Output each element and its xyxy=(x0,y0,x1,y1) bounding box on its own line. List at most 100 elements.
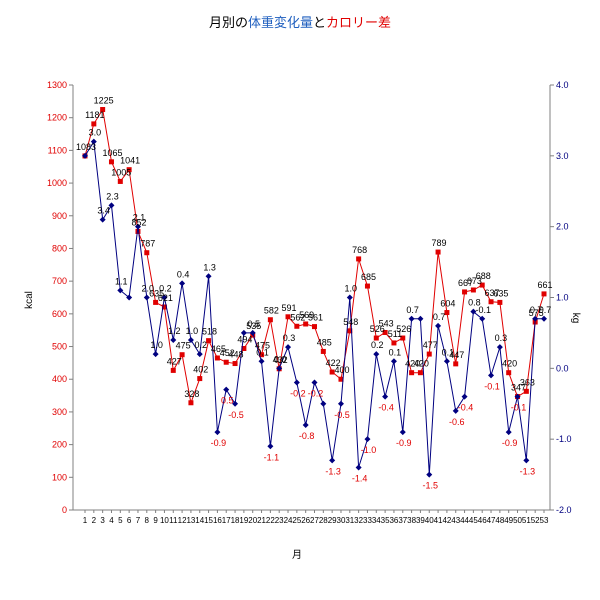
series-1-data-label: -0.4 xyxy=(458,403,474,413)
x-tick-label: 36 xyxy=(389,516,398,525)
x-tick-label: 37 xyxy=(398,516,407,525)
series-1-data-label: -1.3 xyxy=(325,466,341,476)
series-0-data-label: 575 xyxy=(529,308,544,318)
series-0-data-label: 347 xyxy=(511,383,526,393)
series-1-point xyxy=(364,436,371,443)
y-left-tick-label: 1000 xyxy=(47,178,67,188)
x-tick-label: 34 xyxy=(372,516,381,525)
series-0-point xyxy=(391,340,397,346)
series-1-point xyxy=(285,344,292,351)
series-0-point xyxy=(153,299,159,305)
x-tick-label: 10 xyxy=(160,516,169,525)
series-0-data-label: 475 xyxy=(176,341,191,351)
series-0-point xyxy=(170,367,176,373)
chart-title-part-0: 月別の xyxy=(209,15,248,30)
series-0-point xyxy=(161,304,167,310)
series-1-point xyxy=(143,294,150,301)
series-1-data-label: 1.0 xyxy=(150,340,163,350)
series-0-point xyxy=(479,282,485,288)
series-1-data-label: -1.3 xyxy=(520,466,536,476)
y-left-tick-label: 0 xyxy=(62,505,67,515)
series-0-data-label: 685 xyxy=(361,272,376,282)
series-1-point xyxy=(355,464,362,471)
series-0-data-label: 526 xyxy=(396,324,411,334)
y-right-tick-label: 4.0 xyxy=(556,80,569,90)
series-1-point xyxy=(214,429,221,436)
x-tick-label: 9 xyxy=(153,516,158,525)
series-1-point xyxy=(267,443,274,450)
series-0-point xyxy=(541,291,547,297)
x-tick-label: 20 xyxy=(248,516,257,525)
y-right-tick-label: -1.0 xyxy=(556,434,572,444)
series-1-data-label: -0.1 xyxy=(475,305,491,315)
series-0-data-label: 400 xyxy=(334,365,349,375)
x-tick-label: 50 xyxy=(513,516,522,525)
series-1-point xyxy=(311,379,318,386)
series-0-point xyxy=(188,400,194,406)
series-1-point xyxy=(514,393,521,400)
x-tick-label: 7 xyxy=(136,516,141,525)
x-tick-label: 15 xyxy=(204,516,213,525)
series-0-point xyxy=(108,159,114,165)
x-tick-label: 4 xyxy=(109,516,114,525)
series-0-point xyxy=(294,323,300,329)
x-tick-label: 8 xyxy=(145,516,150,525)
series-0-point xyxy=(400,335,406,341)
y-left-tick-label: 300 xyxy=(52,407,67,417)
series-0-data-label: 591 xyxy=(282,303,297,313)
series-1-point xyxy=(488,372,495,379)
series-1-data-label: -0.8 xyxy=(299,431,315,441)
series-0-data-label: 667 xyxy=(458,278,473,288)
y-axis-right-ticks: -2.0 -1.0 0.0 1.0 2.0 3.0 4.0 xyxy=(550,80,572,515)
series-1-point xyxy=(541,315,547,322)
series-1-point xyxy=(293,379,300,386)
series-1-data-label: 0.3 xyxy=(495,333,508,343)
series-1-data-label: -0.2 xyxy=(308,389,324,399)
series-0-data-label: 535 xyxy=(246,321,261,331)
series-1-data-label: 0.8 xyxy=(468,298,481,308)
series-1-point xyxy=(187,337,194,343)
data-labels: 1083118112251065100510418527876356214274… xyxy=(76,96,553,491)
series-0-data-label: 852 xyxy=(131,217,146,227)
series-0-point xyxy=(382,329,388,335)
series-1-point xyxy=(196,351,203,358)
series-0-data-label: 673 xyxy=(467,276,482,286)
series-1-data-label: 0.2 xyxy=(371,340,384,350)
series-1-data-label: 3.4 xyxy=(97,206,110,216)
x-tick-label: 16 xyxy=(213,516,222,525)
y-left-tick-label: 900 xyxy=(52,211,67,221)
series-0-data-label: 432 xyxy=(273,355,288,365)
series-0-point xyxy=(462,289,468,295)
series-0-data-label: 447 xyxy=(449,350,464,360)
series-0-point xyxy=(356,256,362,262)
x-tick-label: 5 xyxy=(118,516,123,525)
series-1-point xyxy=(346,294,353,301)
series-0-data-label: 420 xyxy=(502,359,517,369)
series-0-point xyxy=(523,388,529,394)
x-tick-label: 26 xyxy=(301,516,310,525)
series-1-data-label: -0.1 xyxy=(484,381,500,391)
x-tick-label: 51 xyxy=(522,516,531,525)
x-tick-label: 19 xyxy=(239,516,248,525)
x-tick-label: 41 xyxy=(434,516,443,525)
y-right-tick-label: 3.0 xyxy=(556,151,569,161)
series-1-data-label: 2.1 xyxy=(133,213,146,223)
x-tick-label: 14 xyxy=(195,516,204,525)
series-0-data-label: 427 xyxy=(167,356,182,366)
series-1-point xyxy=(496,344,503,351)
series-1-point xyxy=(390,358,397,365)
x-tick-label: 23 xyxy=(275,516,284,525)
series-1-data-label: -1.5 xyxy=(422,481,438,491)
series-1-data-label: 0.0 xyxy=(274,354,287,364)
series-1-data-label: -0.9 xyxy=(396,438,412,448)
x-tick-label: 31 xyxy=(345,516,354,525)
series-0-data-label: 511 xyxy=(388,329,402,339)
series-0-data-label: 475 xyxy=(255,341,270,351)
series-1-data-label: 0.2 xyxy=(194,340,207,350)
series-1-point xyxy=(179,280,186,287)
y-axis-left-label: kcal xyxy=(24,291,35,309)
x-tick-label: 3 xyxy=(100,516,105,525)
series-0-point xyxy=(117,178,123,184)
series-1-point xyxy=(443,358,450,365)
